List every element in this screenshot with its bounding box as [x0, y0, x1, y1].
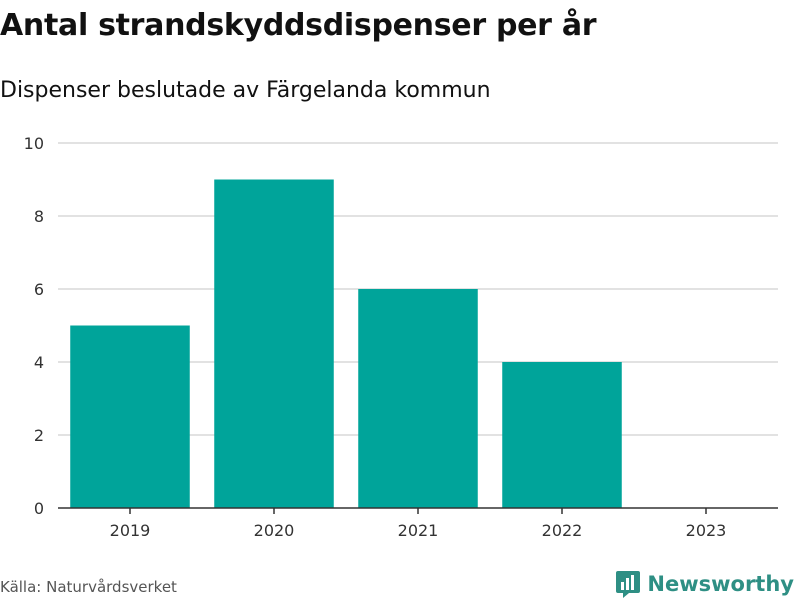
- chart-title: Antal strandskyddsdispenser per år: [0, 8, 597, 43]
- x-tick-label: 2023: [686, 521, 727, 540]
- brand-name: Newsworthy: [647, 572, 794, 596]
- x-tick-label: 2019: [110, 521, 151, 540]
- bar-2021: [358, 289, 478, 508]
- x-tick-label: 2021: [398, 521, 439, 540]
- bar-2022: [502, 362, 622, 508]
- chart-subtitle: Dispenser beslutade av Färgelanda kommun: [0, 78, 491, 103]
- y-tick-label: 10: [24, 134, 44, 153]
- source-note: Källa: Naturvårdsverket: [0, 578, 177, 596]
- x-tick-label: 2022: [542, 521, 583, 540]
- bar-2019: [70, 325, 190, 508]
- y-tick-label: 6: [34, 280, 44, 299]
- newsworthy-logo-icon: [616, 571, 641, 598]
- y-tick-label: 0: [34, 499, 44, 518]
- y-tick-label: 8: [34, 207, 44, 226]
- brand-logo: Newsworthy: [615, 569, 794, 599]
- y-tick-label: 4: [34, 353, 44, 372]
- x-tick-label: 2020: [254, 521, 295, 540]
- bar-2020: [214, 179, 334, 508]
- axes: 0 2 4 6 8 10 2019 2020 2021 2022 2023: [24, 134, 778, 540]
- y-tick-label: 2: [34, 426, 44, 445]
- bars: [70, 179, 622, 508]
